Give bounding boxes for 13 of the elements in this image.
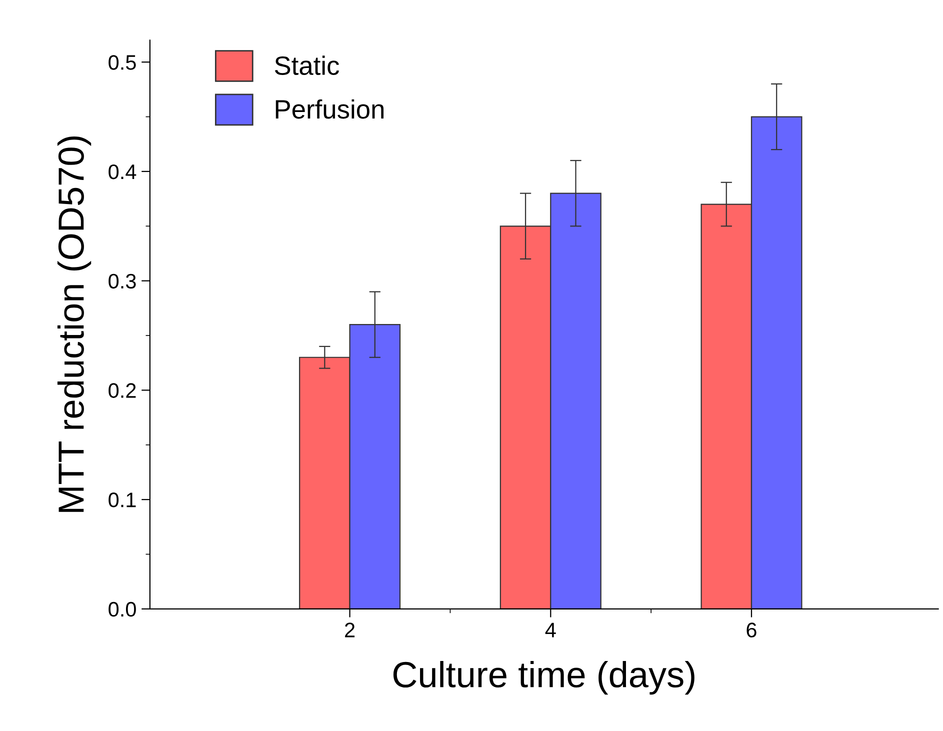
x-axis-title: Culture time (days) [393, 660, 694, 695]
x-tick-label: 4 [545, 622, 556, 638]
x-tick-label: 6 [746, 622, 756, 638]
legend-label: Static [274, 56, 340, 76]
legend-label: Perfusion [276, 99, 384, 119]
y-tick-label: 0.3 [108, 274, 136, 289]
y-tick-label: 0.5 [108, 55, 136, 70]
x-tick-label: 2 [345, 622, 355, 638]
y-tick-label: 0.1 [108, 492, 136, 508]
y-tick-label: 0.0 [108, 602, 136, 617]
y-tick-label: 0.4 [108, 164, 136, 180]
y-axis-title: MTT reduction (OD570) [57, 136, 92, 512]
y-tick-label: 0.2 [108, 383, 136, 398]
